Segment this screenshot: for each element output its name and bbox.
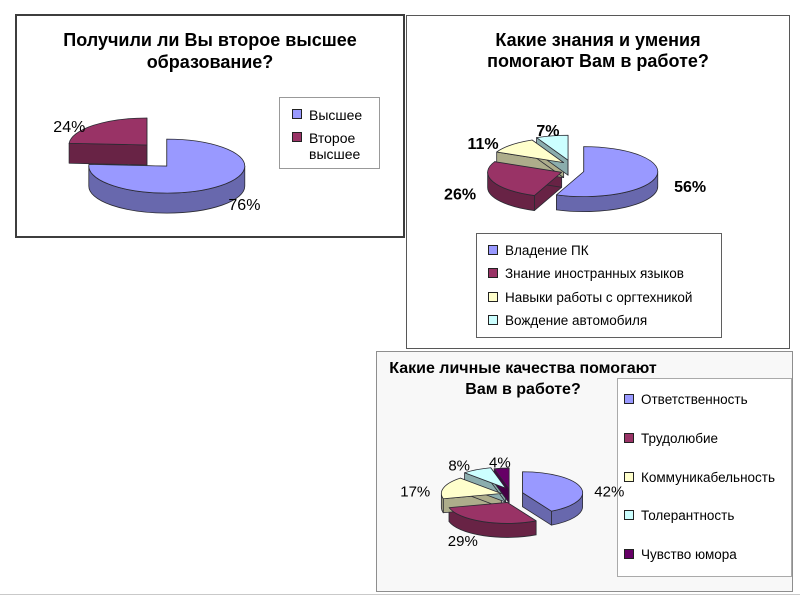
- chart-title-education: Получили ли Вы второе высшее образование…: [63, 30, 357, 72]
- legend-color-swatch: [624, 510, 634, 521]
- legend-color-swatch: [624, 471, 634, 482]
- legend-item: Знание иностранных языков: [488, 266, 717, 281]
- legend-item: Навыки работы с оргтехникой: [488, 290, 717, 305]
- legend-color-swatch: [624, 394, 634, 404]
- slide-bottom-divider: [0, 594, 800, 595]
- legend-label: Высшее: [309, 107, 363, 123]
- legend-color-swatch: [624, 549, 634, 559]
- legend-label: Знание иностранных языков: [505, 266, 684, 282]
- legend-color-swatch: [488, 245, 498, 255]
- legend-item: Чувство юмора: [624, 547, 789, 563]
- legend-education: Высшее Второе высшее: [279, 97, 380, 169]
- chart-title-qualities: Какие личные качества помогают Вам в раб…: [389, 360, 657, 398]
- legend-label: Владение ПК: [505, 243, 589, 258]
- legend-color-swatch: [488, 314, 498, 325]
- legend-color-swatch: [292, 132, 302, 142]
- legend-item: Второе высшее: [292, 130, 375, 162]
- legend-label: Толерантность: [641, 508, 735, 524]
- legend-label: Навыки работы с оргтехникой: [505, 289, 693, 305]
- legend-label: Трудолюбие: [641, 430, 719, 446]
- legend-item: Вождение автомобиля: [488, 313, 717, 328]
- legend-label: Вождение автомобиля: [505, 312, 648, 328]
- legend-item: Толерантность: [624, 508, 789, 524]
- legend-label: Чувство юмора: [641, 547, 737, 562]
- legend-label: Второе высшее: [309, 130, 361, 162]
- legend-item: Владение ПК: [488, 243, 717, 258]
- chart-title-skills: Какие знания и умения помогают Вам в раб…: [487, 30, 709, 71]
- legend-color-swatch: [292, 109, 302, 119]
- legend-skills: Владение ПК Знание иностранных языков Навы…: [476, 233, 722, 338]
- legend-color-swatch: [488, 291, 498, 302]
- legend-color-swatch: [624, 432, 634, 443]
- legend-color-swatch: [488, 268, 498, 279]
- legend-label: Коммуникабельность: [641, 469, 776, 485]
- legend-item: Ответственность: [624, 392, 789, 408]
- legend-qualities: Ответственность Трудолюбие Коммуникабельно…: [617, 378, 792, 577]
- legend-label: Ответственность: [641, 392, 748, 407]
- legend-item: Коммуникабельность: [624, 470, 789, 486]
- legend-item: Высшее: [292, 107, 375, 123]
- legend-item: Трудолюбие: [624, 431, 789, 447]
